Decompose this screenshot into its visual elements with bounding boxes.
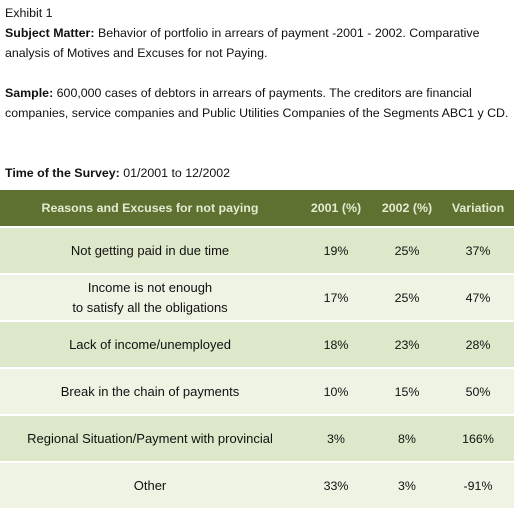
- table-row: Regional Situation/Payment with provinci…: [0, 414, 514, 462]
- reason-cell: Regional Situation/Payment with provinci…: [0, 414, 300, 462]
- sample: Sample: 600,000 cases of debtors in arre…: [5, 83, 510, 123]
- table-row: Other 33% 3% -91%: [0, 461, 514, 508]
- percent-cell: 25%: [372, 273, 442, 321]
- percent-cell: 47%: [442, 273, 514, 321]
- reason-cell: Other: [0, 461, 300, 508]
- subject-label: Subject Matter:: [5, 26, 95, 40]
- percent-cell: 25%: [372, 226, 442, 274]
- column-header: Variation: [442, 190, 514, 227]
- table-row: Not getting paid in due time 19% 25% 37%: [0, 226, 514, 274]
- percent-cell: -91%: [442, 461, 514, 508]
- table-row: Lack of income/unemployed 18% 23% 28%: [0, 320, 514, 368]
- table-row: Break in the chain of payments 10% 15% 50%: [0, 367, 514, 415]
- percent-cell: 3%: [372, 461, 442, 508]
- reason-cell: Income is not enough to satisfy all the …: [0, 273, 300, 321]
- reason-cell: Not getting paid in due time: [0, 226, 300, 274]
- percent-cell: 15%: [372, 367, 442, 415]
- percent-cell: 37%: [442, 226, 514, 274]
- percent-cell: 28%: [442, 320, 514, 368]
- survey-label: Time of the Survey:: [5, 166, 120, 180]
- percent-cell: 8%: [372, 414, 442, 462]
- reason-cell: Break in the chain of payments: [0, 367, 300, 415]
- survey-text: 01/2001 to 12/2002: [123, 166, 231, 180]
- subject: Subject Matter: Behavior of portfolio in…: [5, 23, 510, 63]
- percent-cell: 50%: [442, 367, 514, 415]
- column-header: 2001 (%): [300, 190, 372, 227]
- exhibit: Exhibit 1: [5, 6, 53, 20]
- table: Reasons and Excuses for not paying 2001 (…: [0, 190, 514, 508]
- header-row: Reasons and Excuses for not paying 2001 (…: [0, 190, 514, 227]
- percent-cell: 3%: [300, 414, 372, 462]
- column-header: 2002 (%): [372, 190, 442, 227]
- sample-text: 600,000 cases of debtors in arrears of p…: [5, 86, 509, 120]
- sample-label: Sample:: [5, 86, 54, 100]
- percent-cell: 10%: [300, 367, 372, 415]
- percent-cell: 33%: [300, 461, 372, 508]
- percent-cell: 18%: [300, 320, 372, 368]
- table-row: Income is not enough to satisfy all the …: [0, 273, 514, 321]
- percent-cell: 23%: [372, 320, 442, 368]
- column-header: Reasons and Excuses for not paying: [0, 190, 300, 227]
- percent-cell: 19%: [300, 226, 372, 274]
- percent-cell: 17%: [300, 273, 372, 321]
- reason-cell: Lack of income/unemployed: [0, 320, 300, 368]
- table-body: Not getting paid in due time 19% 25% 37% Inc…: [0, 226, 514, 508]
- subject-text: Behavior of portfolio in arrears of paym…: [5, 26, 480, 60]
- percent-cell: 166%: [442, 414, 514, 462]
- survey: Time of the Survey: 01/2001 to 12/2002: [5, 163, 510, 183]
